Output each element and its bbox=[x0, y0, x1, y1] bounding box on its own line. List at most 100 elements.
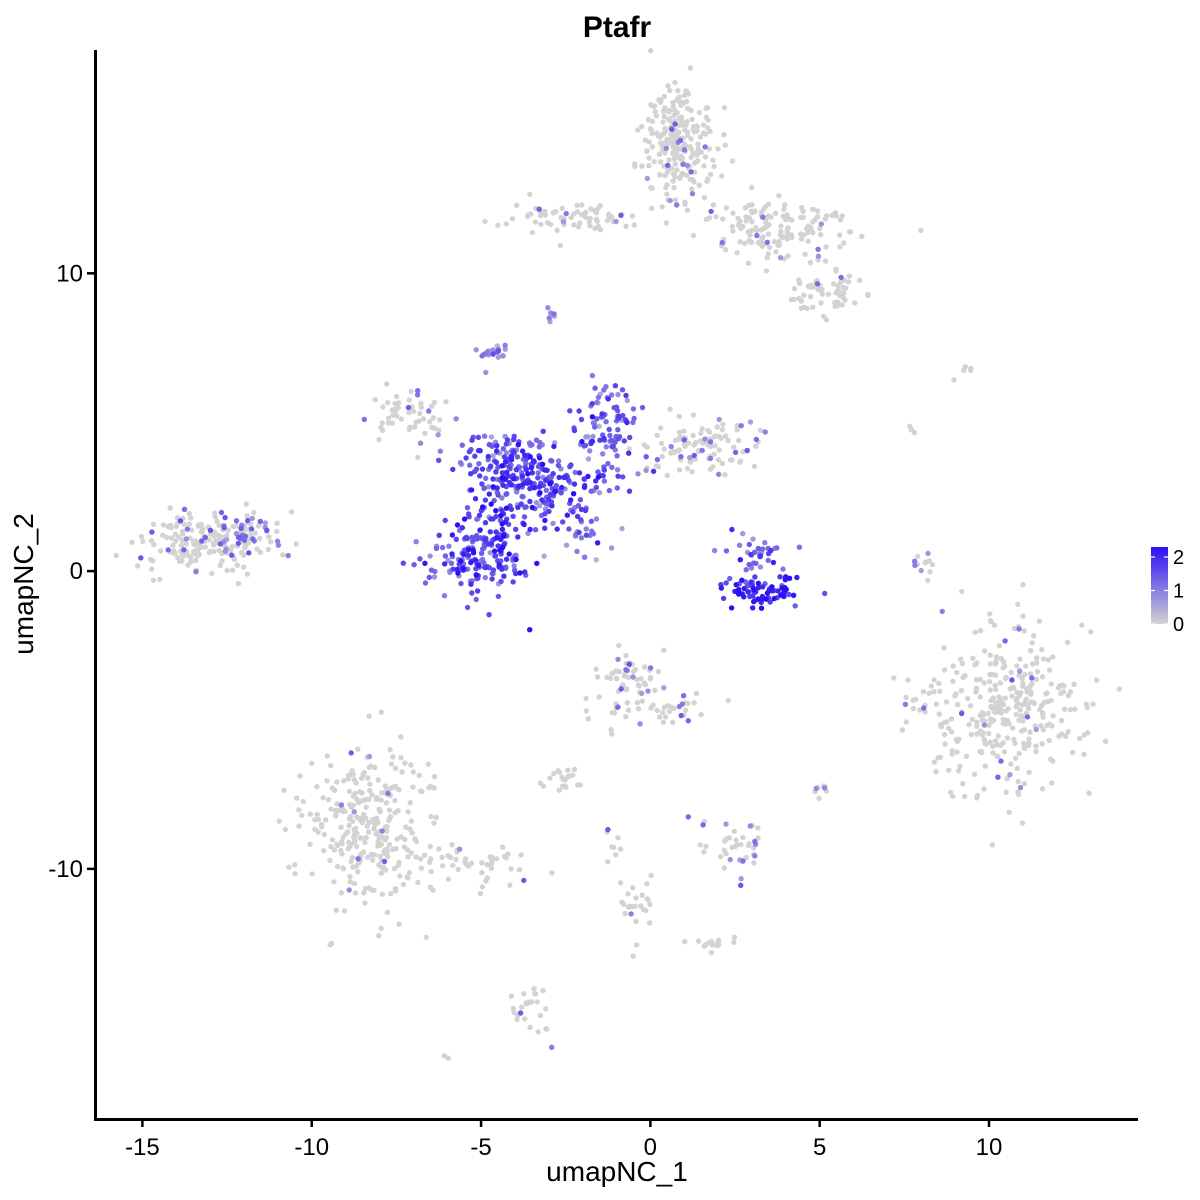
cell-point bbox=[474, 516, 480, 522]
cell-point bbox=[374, 820, 380, 826]
cell-point bbox=[433, 545, 440, 552]
cell-point bbox=[615, 427, 621, 433]
cell-point bbox=[495, 222, 501, 228]
chart-title: Ptafr bbox=[583, 11, 652, 44]
cell-point bbox=[1084, 730, 1091, 736]
cell-point bbox=[757, 427, 764, 433]
cell-point bbox=[494, 535, 500, 541]
cell-point bbox=[1024, 689, 1030, 695]
cell-point bbox=[670, 178, 676, 184]
cell-point bbox=[384, 381, 390, 387]
cell-point bbox=[728, 605, 735, 611]
cell-point bbox=[583, 434, 589, 440]
cell-point bbox=[418, 404, 424, 410]
cell-point bbox=[366, 819, 372, 826]
cell-point bbox=[493, 529, 499, 535]
cell-point bbox=[748, 551, 754, 558]
cell-point bbox=[910, 697, 916, 703]
cell-point bbox=[499, 495, 505, 501]
cell-point bbox=[933, 768, 939, 775]
cell-point bbox=[643, 454, 649, 460]
cell-point bbox=[503, 505, 510, 511]
cell-point bbox=[367, 787, 373, 794]
cell-point bbox=[748, 579, 754, 585]
cell-point bbox=[639, 163, 645, 169]
cell-point bbox=[134, 563, 141, 569]
cell-point bbox=[646, 163, 652, 169]
cell-point bbox=[235, 534, 242, 540]
cell-point bbox=[328, 940, 335, 947]
cell-point bbox=[1029, 675, 1035, 681]
cell-point bbox=[1008, 761, 1014, 767]
cell-point bbox=[293, 795, 300, 801]
cell-point bbox=[776, 193, 782, 199]
cell-point bbox=[340, 778, 347, 784]
cell-point bbox=[436, 427, 442, 434]
cell-point bbox=[189, 527, 195, 533]
cell-point bbox=[333, 907, 339, 913]
cell-point bbox=[1022, 672, 1028, 678]
cell-point bbox=[167, 522, 174, 528]
cell-point bbox=[1069, 749, 1076, 756]
cell-point bbox=[183, 536, 189, 542]
cell-point bbox=[346, 822, 352, 829]
cell-point bbox=[333, 813, 339, 819]
cell-point bbox=[533, 499, 540, 506]
cell-point bbox=[281, 787, 287, 794]
cell-point bbox=[704, 105, 711, 111]
cell-point bbox=[439, 544, 446, 551]
cell-point bbox=[708, 950, 715, 956]
cell-point bbox=[227, 547, 234, 553]
cell-point bbox=[181, 547, 187, 553]
cell-point bbox=[667, 406, 673, 412]
cell-point bbox=[1028, 691, 1034, 698]
cell-point bbox=[365, 775, 371, 781]
cell-point bbox=[502, 342, 508, 348]
cell-point bbox=[456, 846, 463, 852]
cell-point bbox=[1036, 618, 1043, 624]
cell-point bbox=[691, 442, 697, 448]
cell-point bbox=[807, 293, 814, 300]
cell-point bbox=[691, 452, 697, 459]
cell-point bbox=[518, 852, 524, 858]
cell-point bbox=[222, 548, 228, 554]
cell-point bbox=[671, 449, 677, 456]
cell-point bbox=[711, 163, 717, 170]
cell-point bbox=[501, 573, 507, 579]
cell-point bbox=[527, 498, 533, 505]
cell-point bbox=[377, 853, 383, 859]
cell-point bbox=[684, 132, 691, 139]
cell-point bbox=[601, 435, 607, 442]
cell-point bbox=[961, 793, 968, 800]
cell-point bbox=[1090, 701, 1096, 707]
cell-point bbox=[723, 205, 730, 211]
cell-point bbox=[511, 476, 517, 482]
cell-point bbox=[428, 869, 434, 875]
cell-point bbox=[926, 558, 933, 564]
cell-point bbox=[412, 424, 418, 430]
cell-point bbox=[482, 520, 489, 526]
cell-point bbox=[1033, 726, 1040, 733]
cell-point bbox=[684, 172, 690, 178]
legend-colorbar bbox=[1151, 547, 1168, 624]
cell-point bbox=[521, 521, 527, 528]
cell-point bbox=[583, 532, 590, 538]
cell-point bbox=[679, 701, 685, 707]
cell-point bbox=[1049, 723, 1055, 729]
cell-point bbox=[942, 741, 948, 747]
cell-point bbox=[400, 560, 406, 566]
cell-point bbox=[657, 172, 663, 178]
cell-point bbox=[448, 560, 455, 566]
cell-point bbox=[757, 564, 764, 570]
cell-point bbox=[808, 225, 814, 231]
cell-point bbox=[510, 579, 516, 585]
cell-point bbox=[805, 238, 811, 244]
cell-point bbox=[962, 364, 968, 370]
cell-point bbox=[697, 842, 703, 848]
cell-point bbox=[382, 783, 388, 789]
cell-point bbox=[1045, 699, 1051, 705]
cell-point bbox=[990, 695, 996, 701]
cell-point bbox=[596, 694, 602, 700]
cell-point bbox=[387, 746, 393, 753]
cell-point bbox=[216, 547, 222, 554]
